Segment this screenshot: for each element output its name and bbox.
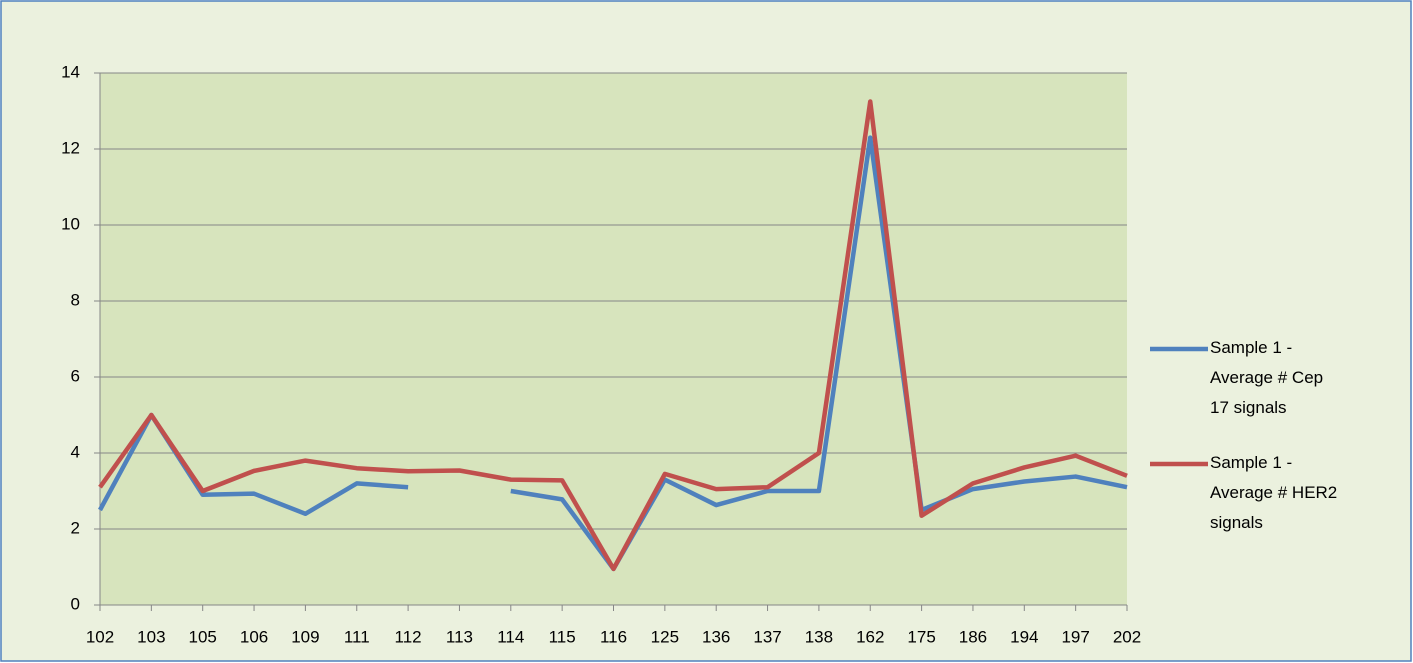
x-tick-label: 175 [907, 627, 935, 646]
x-tick-label: 114 [497, 627, 524, 646]
y-tick-label: 6 [71, 366, 80, 385]
legend-label-line: 17 signals [1210, 398, 1287, 417]
x-tick-label: 186 [959, 627, 987, 646]
x-tick-label: 109 [291, 627, 319, 646]
y-tick-label: 2 [71, 518, 80, 537]
legend-label-line: Average # Cep [1210, 368, 1323, 387]
series-line [98, 99, 1128, 572]
x-tick-label: 116 [600, 627, 627, 646]
y-tick-label: 12 [61, 138, 80, 157]
x-tick-label: 112 [395, 627, 422, 646]
x-tick-label: 103 [137, 627, 165, 646]
plot-area [100, 73, 1127, 605]
x-tick-label: 105 [189, 627, 217, 646]
x-tick-label: 102 [86, 627, 114, 646]
legend-label: Sample 1 - Average # HER2 signals [1210, 453, 1337, 532]
x-tick-label: 194 [1010, 627, 1038, 646]
legend-label-line: signals [1210, 513, 1263, 532]
legend-label: Sample 1 - Average # Cep 17 signals [1210, 338, 1323, 417]
x-tick-label: 202 [1113, 627, 1141, 646]
x-tick-label: 197 [1061, 627, 1089, 646]
x-tick-label: 113 [446, 627, 473, 646]
y-tick-label: 8 [71, 290, 80, 309]
legend-label-line: Average # HER2 [1210, 483, 1337, 502]
x-tick-label: 137 [753, 627, 781, 646]
legend-label-line: Sample 1 - [1210, 453, 1292, 472]
x-tick-label: 106 [240, 627, 268, 646]
y-tick-label: 14 [61, 62, 80, 81]
x-tick-label: 138 [805, 627, 833, 646]
x-tick-label: 136 [702, 627, 730, 646]
x-tick-label: 162 [856, 627, 884, 646]
y-tick-label: 0 [71, 594, 80, 613]
x-tick-label: 115 [549, 627, 576, 646]
x-tick-label: 125 [651, 627, 679, 646]
x-tick-label: 111 [344, 627, 370, 646]
legend-label-line: Sample 1 - [1210, 338, 1292, 357]
y-tick-label: 4 [71, 442, 80, 461]
y-tick-label: 10 [61, 214, 80, 233]
